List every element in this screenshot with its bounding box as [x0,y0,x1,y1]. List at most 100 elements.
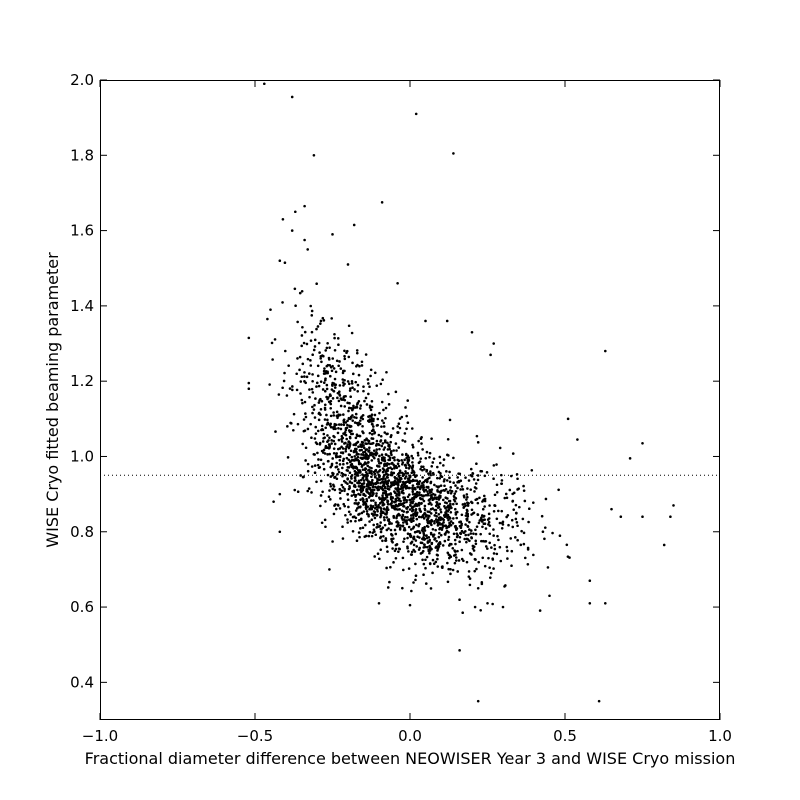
data-point [382,408,385,412]
data-point [444,531,448,534]
data-point [270,341,274,345]
data-point [433,483,436,487]
data-point [320,399,324,403]
data-point [521,517,525,521]
data-point [394,547,398,551]
data-point [459,479,463,483]
data-point [353,388,356,391]
data-point [394,532,398,536]
data-point [386,484,390,488]
data-point [389,451,393,455]
data-point [326,370,329,373]
data-point [436,465,439,469]
data-point [304,415,308,419]
data-point [418,546,422,550]
data-point [474,487,478,490]
data-point [407,525,411,529]
data-point [354,485,357,489]
data-point [370,417,374,421]
data-point [466,504,470,507]
data-point [404,466,408,470]
data-point [470,508,474,512]
data-point [421,530,425,533]
data-point [454,526,457,529]
data-point [432,457,436,460]
data-point [421,481,424,485]
data-point [452,481,455,485]
data-point [386,441,389,445]
data-point [420,551,424,554]
data-point [397,446,401,449]
data-point [337,438,341,442]
data-point [434,504,438,508]
data-point [364,396,368,400]
data-point [438,461,442,465]
data-point [382,421,386,425]
data-point [339,497,342,500]
data-point [420,465,423,469]
data-point [372,499,375,502]
data-point [497,509,500,513]
data-point [359,505,362,508]
data-point [398,497,401,501]
data-point [286,456,290,459]
data-point [436,565,440,568]
data-point [281,217,285,221]
data-point [479,608,482,612]
data-point [488,576,492,579]
data-point [409,479,412,483]
data-point [310,491,313,494]
data-point [269,308,272,311]
data-point [454,490,458,493]
data-point [383,496,387,500]
data-point [310,330,314,334]
data-point [333,336,336,340]
data-point [551,531,554,535]
data-point [426,510,430,513]
data-point [440,528,444,531]
data-point [278,492,282,496]
y-tick-label: 1.2 [70,372,94,390]
data-point [495,463,498,466]
data-point [329,482,332,486]
data-point [456,570,460,573]
data-point [477,521,481,525]
data-point [409,542,413,545]
data-point [445,501,448,505]
data-point [443,539,447,543]
data-point [476,586,480,590]
data-point [604,601,607,605]
data-point [471,512,475,515]
data-point [281,386,284,390]
data-point [390,462,393,465]
data-point [307,487,311,490]
data-point [375,424,379,427]
data-point [406,399,410,402]
data-point [309,339,313,342]
data-point [417,524,420,528]
data-point [397,521,400,525]
data-point [336,447,340,451]
data-point [390,506,394,509]
data-point [385,508,389,511]
data-point [349,475,353,478]
data-point [483,564,487,568]
data-point [355,450,358,454]
data-point [347,458,351,462]
data-point [415,490,419,494]
data-point [523,499,527,503]
data-point [415,523,418,527]
data-point [445,319,449,323]
data-point [422,488,425,492]
data-point [303,371,306,374]
data-point [404,470,407,473]
data-point [373,371,377,375]
data-point [454,553,457,556]
data-point [435,515,438,518]
data-point [349,387,352,390]
data-point [411,490,415,494]
data-point [421,494,424,498]
data-point [532,501,535,504]
data-point [454,484,457,487]
